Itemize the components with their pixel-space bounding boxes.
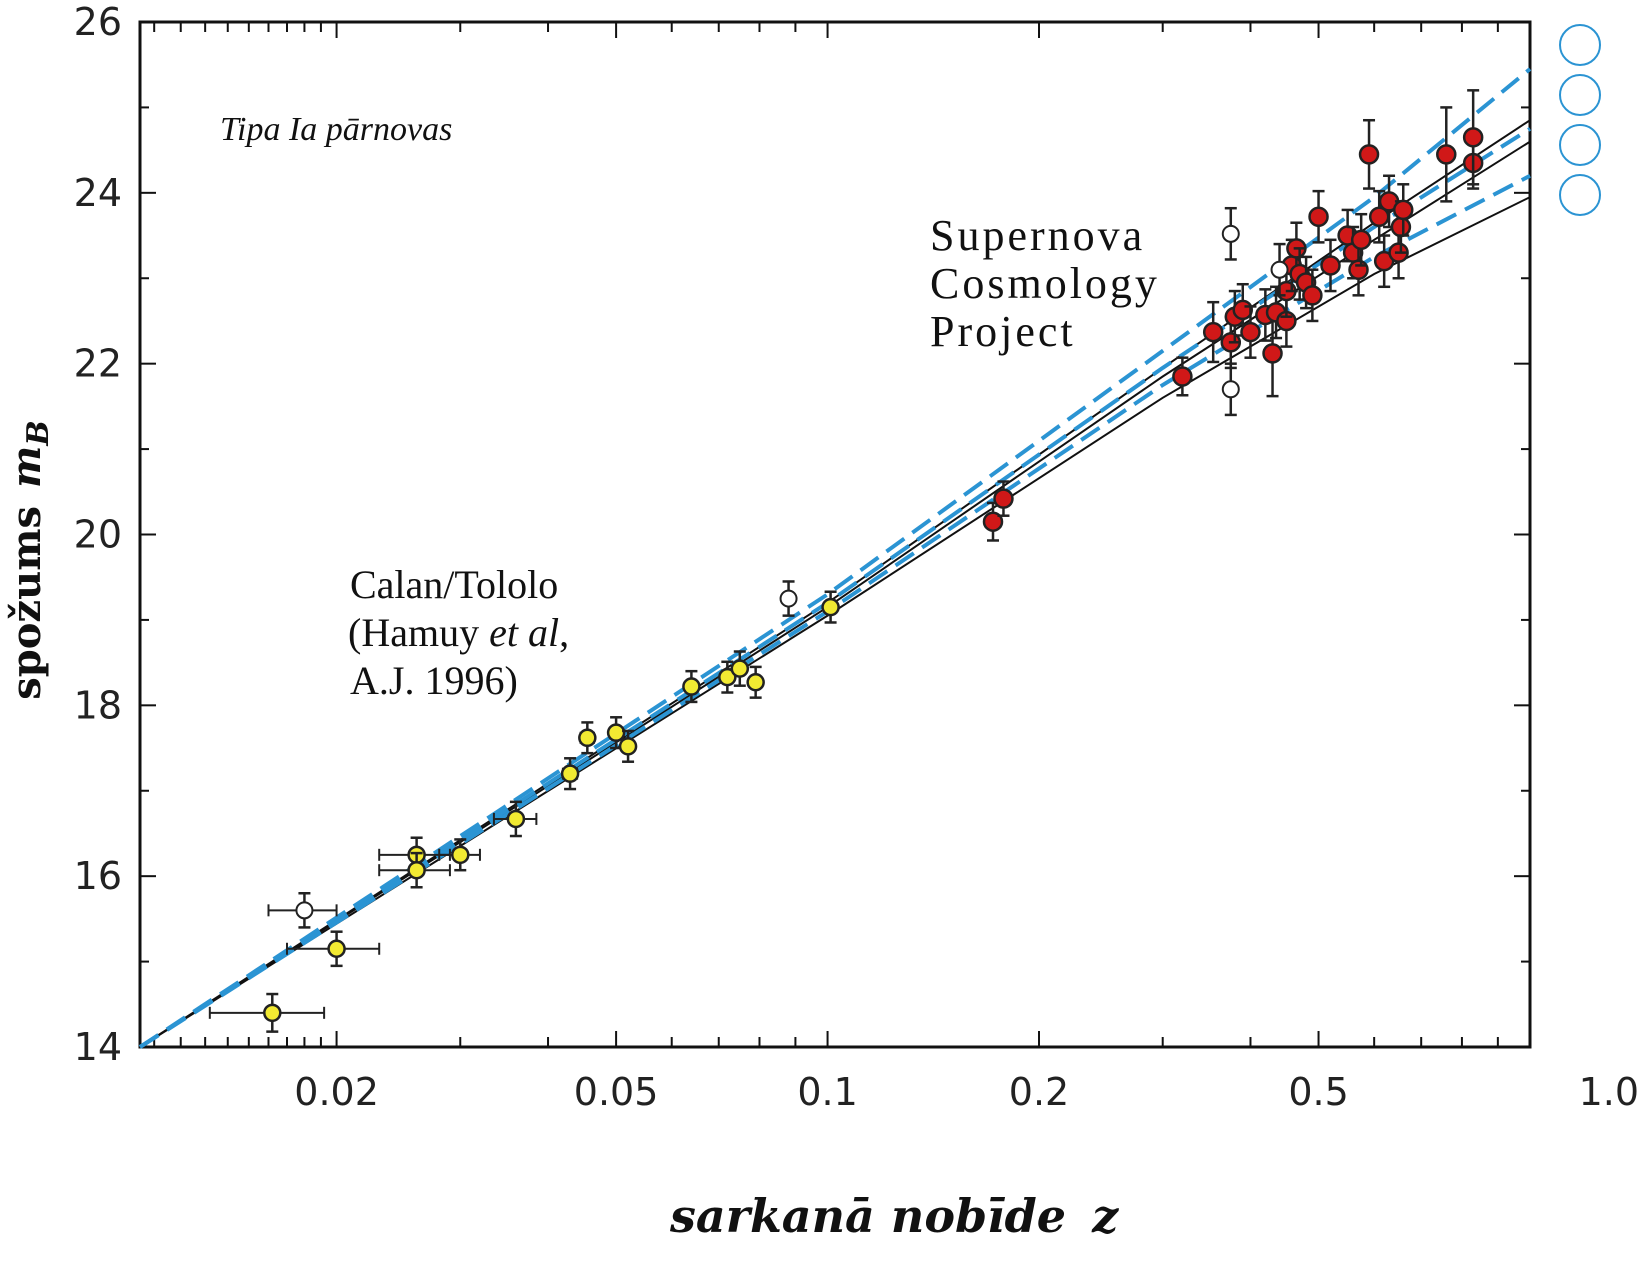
scp-point: [1358, 144, 1380, 165]
x-tick-label: 0.1: [797, 1070, 857, 1114]
scp-point: [1462, 127, 1484, 148]
data-points: [208, 89, 1484, 1033]
x-tick-labels: 0.02 0.05 0.1 0.2 0.5 1.0: [294, 1070, 1639, 1114]
y-axis-label-sub: B: [21, 420, 56, 446]
scp-point: [1392, 199, 1414, 221]
model-curve: [138, 67, 1532, 1049]
open-point: [1270, 260, 1289, 279]
calan-tololo-point: [263, 1003, 282, 1023]
model-curve: [139, 196, 1531, 1048]
y-tick-label: 26: [74, 0, 122, 44]
model-curve: [138, 127, 1532, 1049]
model-curves: [138, 67, 1532, 1049]
calan-tololo-point: [451, 845, 470, 865]
y-axis-label-var: m: [3, 446, 50, 488]
legend-mark-4: [1559, 174, 1601, 216]
calan-tololo-point: [821, 597, 840, 617]
axis-ticks: [140, 21, 1531, 1048]
calan-tololo-point: [606, 723, 626, 742]
x-tick-label: 0.5: [1288, 1070, 1348, 1114]
scp-label-line3: Project: [930, 307, 1076, 356]
scp-point: [1172, 366, 1193, 387]
calan-tololo-point: [578, 728, 597, 748]
x-tick-label: 0.2: [1009, 1070, 1069, 1114]
calan-tololo-point: [327, 939, 346, 959]
scp-label-line2: Cosmology: [930, 259, 1160, 308]
scp-point: [1232, 299, 1253, 321]
model-curve: [139, 140, 1531, 1048]
legend-mark-1: [1559, 24, 1601, 66]
y-tick-label: 14: [74, 1025, 122, 1069]
calan-tololo-point: [682, 677, 701, 696]
open-point: [1221, 224, 1240, 243]
y-tick-label: 16: [74, 854, 122, 898]
x-axis-label-var: z: [1091, 1189, 1119, 1243]
x-tick-label: 0.05: [574, 1070, 659, 1114]
y-tick-label: 20: [74, 513, 122, 557]
calan-tololo-point: [407, 860, 426, 880]
y-tick-labels: 14 16 18 20 22 24 26: [74, 0, 122, 1069]
legend-mark-2: [1559, 74, 1601, 116]
scp-point: [1240, 321, 1261, 343]
model-curve: [138, 174, 1531, 1049]
legend-partial: [1559, 24, 1601, 216]
x-tick-label: 0.02: [294, 1070, 379, 1114]
legend-mark-3: [1559, 124, 1601, 166]
y-tick-label: 22: [74, 342, 122, 386]
calan-tololo-point: [618, 737, 638, 756]
scp-point: [1436, 144, 1457, 165]
x-tick-label: 1.0: [1579, 1070, 1639, 1114]
x-axis-label-text: sarkanā nobīde: [669, 1189, 1066, 1243]
y-axis-label-text: spožums: [3, 506, 50, 700]
scp-label-line1: Supernova: [930, 211, 1145, 260]
x-axis-label: sarkanā nobīde z: [669, 1189, 1119, 1243]
ct-label-line3: A.J. 1996): [350, 658, 518, 703]
scp-point: [1320, 255, 1341, 276]
y-tick-label: 24: [74, 171, 122, 215]
scp-point: [993, 488, 1014, 509]
calan-tololo-point: [746, 673, 765, 692]
open-point: [779, 589, 798, 608]
calan-tololo-point: [560, 764, 580, 783]
scp-point: [1262, 343, 1283, 364]
type-label: Tipa Ia pārnovas: [220, 111, 452, 148]
ct-label-line2-a: (Hamuy: [348, 610, 489, 655]
scp-point: [1308, 206, 1329, 227]
scp-point: [1350, 229, 1372, 251]
ct-label-line1: Calan/Tololo: [350, 562, 558, 607]
ct-label-line2-etal: et al: [489, 610, 559, 655]
calan-tololo-point: [506, 809, 526, 829]
scp-point: [1202, 321, 1224, 343]
plot-frame: [138, 20, 1532, 1049]
calan-tololo-point: [730, 659, 750, 678]
ct-label-line2-comma: ,: [559, 610, 569, 655]
scp-point: [1302, 285, 1323, 306]
scp-point: [1348, 259, 1369, 280]
calan-tololo-point: [718, 667, 737, 687]
open-point: [1221, 380, 1240, 399]
open-point: [295, 901, 314, 920]
y-tick-label: 18: [74, 683, 122, 727]
ct-label-line2: (Hamuy et al,: [348, 610, 569, 655]
scp-point: [982, 511, 1004, 532]
y-axis-label: spožums mB: [3, 420, 56, 700]
scp-point: [1390, 216, 1412, 238]
